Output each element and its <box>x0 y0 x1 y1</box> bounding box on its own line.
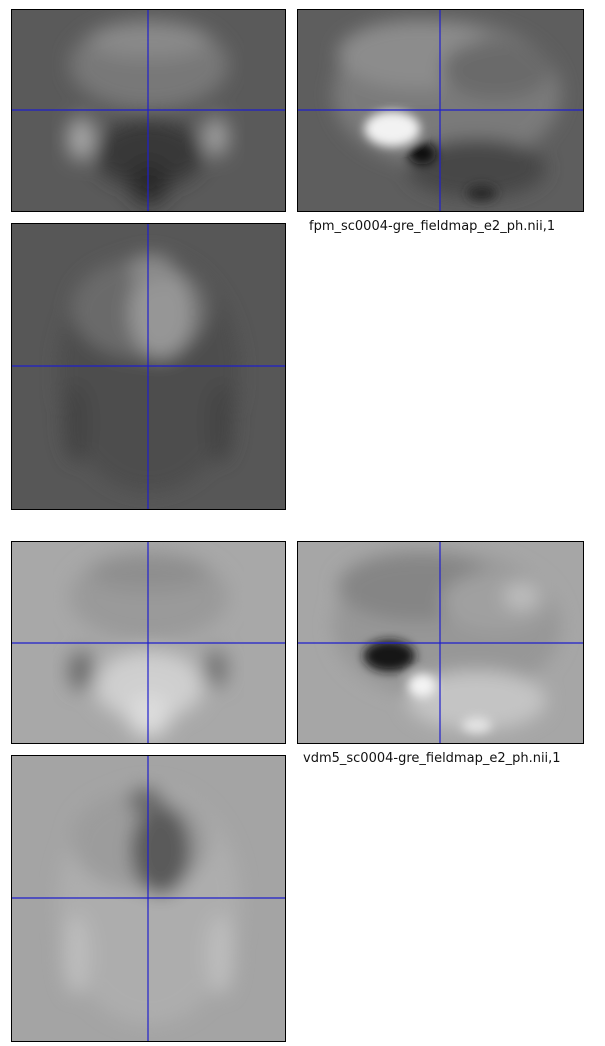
fpm-coronal-image <box>12 10 285 211</box>
vdm-sagittal-image <box>298 542 583 743</box>
fpm-axial-view[interactable] <box>11 223 286 510</box>
fpm-caption: fpm_sc0004-gre_fieldmap_e2_ph.nii,1 <box>309 219 556 234</box>
vdm-coronal-image <box>12 542 285 743</box>
fpm-sagittal-image <box>298 10 583 211</box>
vdm-caption: vdm5_sc0004-gre_fieldmap_e2_ph.nii,1 <box>303 751 561 766</box>
vdm-axial-image <box>12 756 285 1041</box>
fpm-axial-image <box>12 224 285 509</box>
vdm-sagittal-view[interactable] <box>297 541 584 744</box>
vdm-coronal-view[interactable] <box>11 541 286 744</box>
fpm-sagittal-view[interactable] <box>297 9 584 212</box>
fpm-coronal-view[interactable] <box>11 9 286 212</box>
vdm-axial-view[interactable] <box>11 755 286 1042</box>
